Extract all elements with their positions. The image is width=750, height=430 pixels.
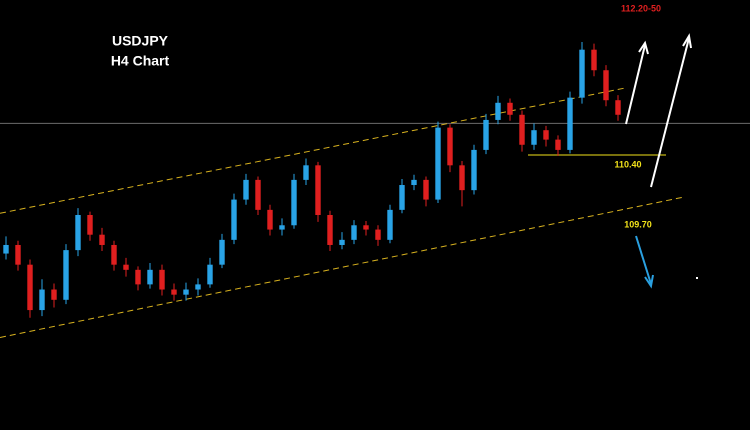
candle-body xyxy=(291,179,297,226)
candle-body xyxy=(63,250,69,300)
candle-body xyxy=(99,234,105,245)
candle-body xyxy=(15,244,21,265)
candle-body xyxy=(591,49,597,71)
candle-body xyxy=(339,239,345,245)
arrow-up xyxy=(650,37,690,188)
candle-body xyxy=(567,97,573,150)
arrow-down xyxy=(635,235,652,285)
candle-body xyxy=(87,215,93,235)
target-label: 112.20-50 xyxy=(621,3,661,13)
candle-body xyxy=(351,225,357,240)
candle-body xyxy=(327,215,333,245)
candle-body xyxy=(423,179,429,200)
candle-body xyxy=(615,100,621,115)
channel-line xyxy=(0,87,625,214)
candle-body xyxy=(507,102,513,115)
candle-body xyxy=(363,225,369,230)
candle-body xyxy=(159,269,165,290)
candle-body xyxy=(387,209,393,240)
level-label: 110.40 xyxy=(614,159,641,169)
candle-body xyxy=(495,102,501,120)
candle-body xyxy=(39,289,45,311)
candle-body xyxy=(3,244,9,254)
candle-body xyxy=(231,199,237,240)
candle-body xyxy=(27,264,33,311)
candle-body xyxy=(459,165,465,191)
level-label: 109.70 xyxy=(624,219,652,229)
candle-body xyxy=(603,70,609,101)
candle-body xyxy=(303,165,309,180)
candle-body xyxy=(411,179,417,186)
candle-body xyxy=(435,127,441,200)
candle-body xyxy=(195,284,201,290)
candle-body xyxy=(531,130,537,145)
candle-body xyxy=(375,229,381,240)
candle-body xyxy=(471,149,477,191)
candle-body xyxy=(447,127,453,166)
candle-body xyxy=(111,244,117,265)
candle-body xyxy=(243,179,249,200)
candle-body xyxy=(219,239,225,265)
arrow-head xyxy=(638,40,649,55)
candle-body xyxy=(207,264,213,285)
candle-body xyxy=(255,179,261,210)
candle-body xyxy=(483,119,489,150)
candle-body xyxy=(579,49,585,98)
candle-body xyxy=(267,209,273,230)
candle-body xyxy=(171,289,177,295)
candle-body xyxy=(51,289,57,300)
arrow-head xyxy=(644,274,654,289)
channel-line xyxy=(0,196,685,338)
candle-body xyxy=(555,139,561,150)
chart-title: USDJPY xyxy=(112,33,169,49)
projection-arrows xyxy=(625,33,698,289)
candle-body xyxy=(147,269,153,285)
candle-body xyxy=(75,215,81,251)
arrow-head xyxy=(682,33,692,49)
candle-body xyxy=(135,269,141,285)
candle-body xyxy=(543,130,549,140)
candle-body xyxy=(399,185,405,210)
candle-body xyxy=(315,165,321,215)
candle-body xyxy=(183,289,189,295)
candle-body xyxy=(519,114,525,145)
candle-body xyxy=(279,225,285,230)
arrow-up xyxy=(625,44,646,125)
dot xyxy=(696,277,698,279)
chart-subtitle: H4 Chart xyxy=(111,53,170,69)
candle-body xyxy=(123,264,129,270)
